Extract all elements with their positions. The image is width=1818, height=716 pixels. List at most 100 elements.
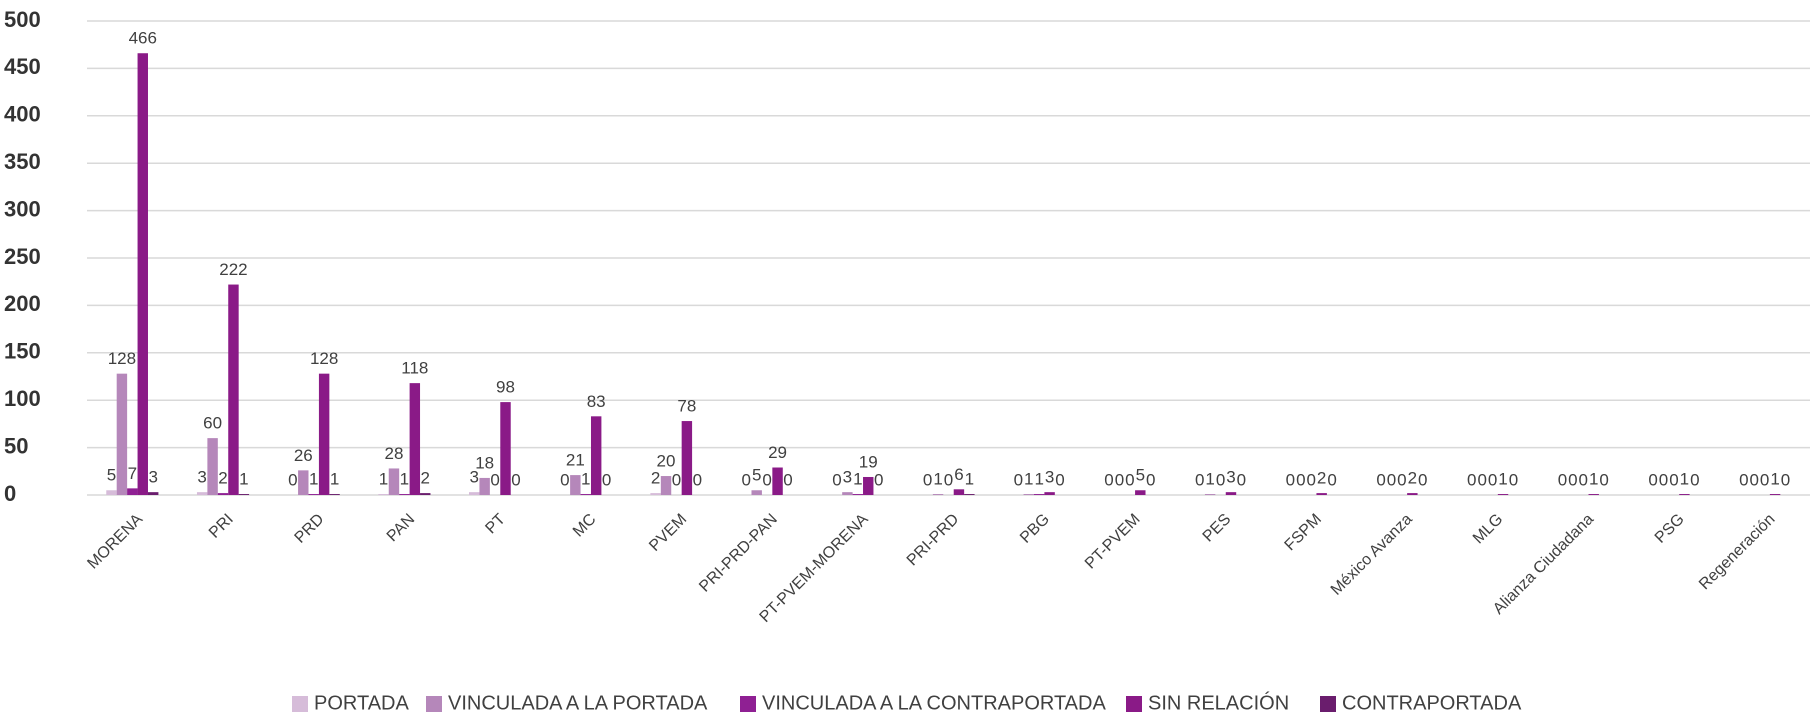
data-label: 21 xyxy=(566,451,585,470)
y-tick-label: 100 xyxy=(4,386,41,411)
x-tick-label: PRI-PRD-PAN xyxy=(696,511,781,596)
data-label: 0 xyxy=(1690,470,1699,489)
bar xyxy=(964,494,975,495)
data-label: 20 xyxy=(657,452,676,471)
y-tick-label: 250 xyxy=(4,244,41,269)
data-label: 0 xyxy=(288,470,297,489)
data-label: 0 xyxy=(1195,470,1204,489)
bar xyxy=(409,383,421,495)
x-tick-label: PES xyxy=(1200,511,1235,546)
bar xyxy=(1588,494,1599,495)
data-label: 0 xyxy=(1296,470,1305,489)
data-label: 1 xyxy=(581,470,590,489)
data-label: 6 xyxy=(954,465,963,484)
data-label: 0 xyxy=(1014,470,1023,489)
data-label: 0 xyxy=(1387,470,1396,489)
bar xyxy=(772,467,783,495)
data-label: 1 xyxy=(1589,470,1598,489)
data-label: 1 xyxy=(309,470,318,489)
data-label: 0 xyxy=(693,470,702,489)
legend-label: PORTADA xyxy=(314,692,409,714)
y-tick-label: 0 xyxy=(4,481,16,506)
bar xyxy=(1497,494,1509,495)
y-tick-label: 150 xyxy=(4,339,41,364)
legend-swatch xyxy=(1320,696,1336,712)
data-label: 118 xyxy=(401,359,428,378)
data-label: 0 xyxy=(832,470,841,489)
data-label: 3 xyxy=(197,468,206,487)
y-tick-label: 450 xyxy=(4,54,41,79)
y-tick-label: 50 xyxy=(4,433,28,458)
x-tick-label: PRI-PRD xyxy=(904,511,963,570)
bar xyxy=(852,494,864,495)
data-label: 128 xyxy=(108,349,136,368)
legend-label: VINCULADA A LA PORTADA xyxy=(448,692,708,714)
data-label: 1 xyxy=(1680,470,1689,489)
x-tick-label: PBG xyxy=(1017,511,1053,547)
data-label: 2 xyxy=(218,469,227,488)
x-tick-label: Alianza Ciudadana xyxy=(1490,511,1597,618)
data-label: 0 xyxy=(742,470,751,489)
bar xyxy=(127,488,138,495)
bar xyxy=(953,489,965,495)
legend-swatch xyxy=(740,696,756,712)
data-label: 1 xyxy=(379,470,388,489)
bar xyxy=(1679,494,1690,495)
data-label: 0 xyxy=(1115,470,1124,489)
y-tick-label: 350 xyxy=(4,149,41,174)
data-label: 466 xyxy=(129,29,157,48)
bar xyxy=(420,493,431,495)
x-tick-label: PAN xyxy=(384,511,418,545)
data-label: 2 xyxy=(421,469,430,488)
bar xyxy=(196,492,208,495)
data-label: 1 xyxy=(400,470,409,489)
bar xyxy=(650,493,661,495)
bar xyxy=(1769,494,1781,495)
bar xyxy=(388,468,400,495)
bar xyxy=(298,470,309,495)
bar xyxy=(660,476,672,495)
x-tick-label: PT xyxy=(482,511,509,538)
data-label: 0 xyxy=(1488,470,1497,489)
y-tick-label: 200 xyxy=(4,291,41,316)
data-label: 1 xyxy=(1498,470,1507,489)
legend-swatch xyxy=(426,696,442,712)
bar xyxy=(1316,493,1327,495)
x-tick-label: México Avanza xyxy=(1328,511,1416,599)
bar xyxy=(1135,490,1146,495)
legend-label: VINCULADA A LA CONTRAPORTADA xyxy=(762,692,1106,714)
x-tick-label: PVEM xyxy=(646,511,690,555)
data-label: 2 xyxy=(1408,469,1417,488)
data-label: 0 xyxy=(1418,470,1427,489)
data-label: 0 xyxy=(783,470,792,489)
data-label: 5 xyxy=(1136,466,1145,485)
data-label: 98 xyxy=(496,378,515,397)
data-label: 26 xyxy=(294,446,313,465)
bar xyxy=(1407,493,1418,495)
data-label: 0 xyxy=(1055,470,1064,489)
data-label: 2 xyxy=(651,469,660,488)
data-label: 222 xyxy=(219,260,247,279)
bar xyxy=(681,421,693,495)
bar xyxy=(207,438,218,495)
data-label: 0 xyxy=(1739,470,1748,489)
data-label: 3 xyxy=(1226,468,1235,487)
data-label: 19 xyxy=(859,452,878,471)
y-tick-label: 500 xyxy=(4,7,41,32)
data-label: 0 xyxy=(1781,470,1790,489)
data-label: 7 xyxy=(128,464,137,483)
x-tick-label: PRI xyxy=(206,511,237,542)
data-label: 1 xyxy=(239,470,248,489)
bar xyxy=(1033,494,1045,495)
data-label: 0 xyxy=(1467,470,1476,489)
data-label: 0 xyxy=(560,470,569,489)
data-label: 3 xyxy=(469,468,478,487)
data-label: 0 xyxy=(762,470,771,489)
bar xyxy=(217,493,229,495)
bar xyxy=(399,494,410,495)
x-tick-label: MORENA xyxy=(84,511,146,573)
data-label: 0 xyxy=(1749,470,1758,489)
x-tick-label: PRD xyxy=(292,511,328,547)
data-label: 0 xyxy=(1327,470,1336,489)
x-tick-label: PT-PVEM xyxy=(1082,511,1144,573)
